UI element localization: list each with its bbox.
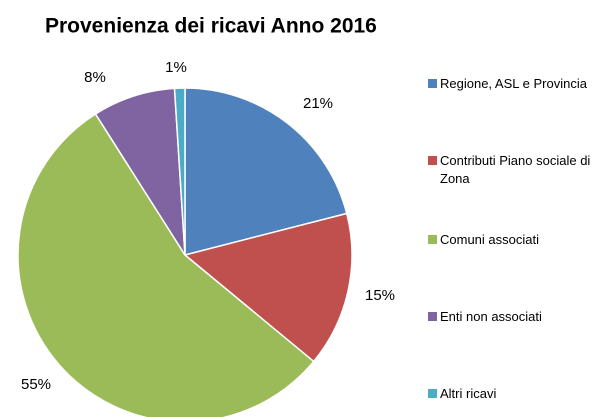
pie-slice [184, 87, 348, 256]
data-label: 15% [365, 287, 395, 304]
data-label: 21% [303, 95, 333, 112]
legend-swatch [428, 156, 437, 165]
data-label: 1% [165, 59, 187, 76]
legend-swatch [428, 389, 437, 398]
legend-swatch [428, 312, 437, 321]
legend-label: Regione, ASL e Provincia [440, 76, 587, 91]
pie-slice [183, 212, 353, 363]
legend-item: Regione, ASL e Provincia [428, 75, 613, 93]
pie-slice [173, 87, 186, 256]
data-label: 8% [84, 69, 106, 86]
legend-item: Contributi Piano sociale di Zona [428, 152, 613, 188]
legend-label: Contributi Piano sociale di Zona [440, 153, 591, 186]
legend-swatch [428, 79, 437, 88]
legend-label: Comuni associati [440, 232, 539, 247]
legend-item: Altri ricavi [428, 385, 613, 403]
legend-label: Enti non associati [440, 309, 542, 324]
legend-item: Comuni associati [428, 231, 613, 249]
legend-label: Altri ricavi [440, 386, 497, 401]
legend-swatch [428, 235, 437, 244]
legend-item: Enti non associati [428, 308, 613, 326]
pie-slice [17, 112, 315, 417]
data-label: 55% [21, 376, 51, 393]
chart-title: Provenienza dei ricavi Anno 2016 [45, 15, 377, 38]
